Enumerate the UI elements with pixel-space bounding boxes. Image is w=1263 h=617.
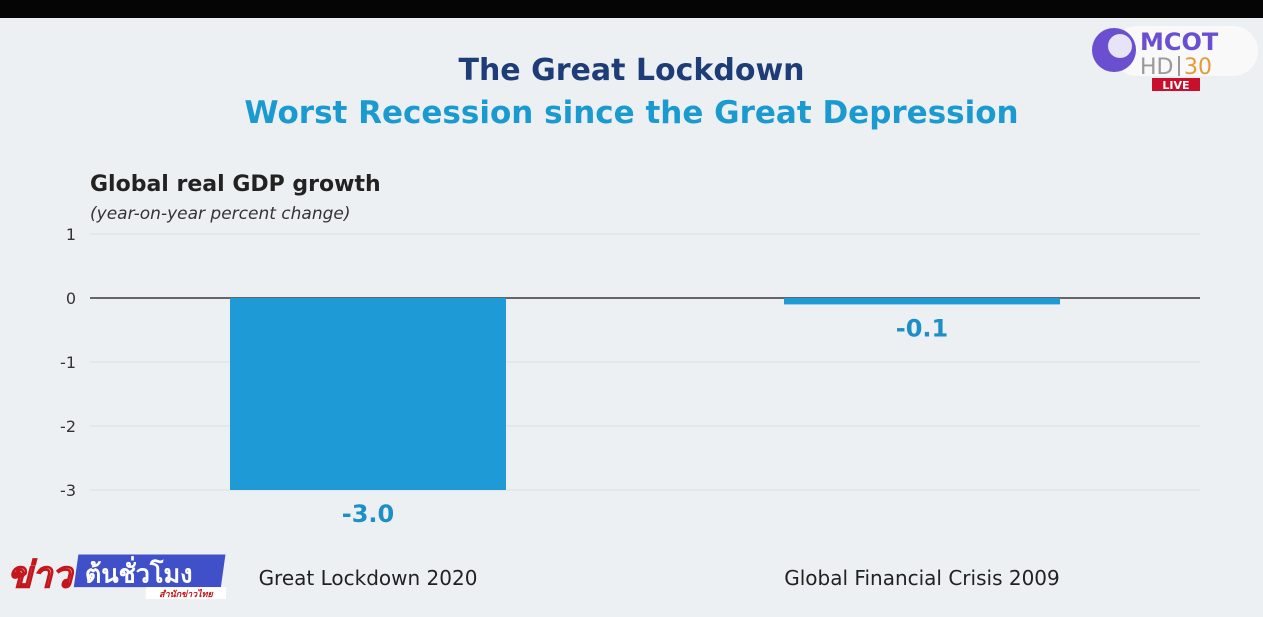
channel-logo-text: MCOT xyxy=(1140,28,1219,56)
data-label: -0.1 xyxy=(896,314,948,342)
x-category-label: Global Financial Crisis 2009 xyxy=(784,566,1060,590)
y-tick-label: -3 xyxy=(60,481,76,500)
x-category-label: Great Lockdown 2020 xyxy=(259,566,478,590)
svg-text:30: 30 xyxy=(1184,55,1212,80)
svg-text:สำนักข่าวไทย: สำนักข่าวไทย xyxy=(159,588,213,600)
y-tick-label: -2 xyxy=(60,417,76,436)
chart-title: The Great Lockdown xyxy=(458,53,805,88)
chart-subtitle: Worst Recession since the Great Depressi… xyxy=(244,95,1019,131)
svg-text:ต้นชั่วโมง: ต้นชั่วโมง xyxy=(85,556,193,589)
mcot-logo: MCOT HD 30 LIVE xyxy=(1092,26,1258,92)
svg-text:HD: HD xyxy=(1140,55,1173,80)
bar xyxy=(230,298,506,490)
svg-text:ข่าว: ข่าว xyxy=(8,555,75,596)
data-label: -3.0 xyxy=(342,500,394,528)
y-tick-label: 1 xyxy=(66,225,76,244)
live-badge: LIVE xyxy=(1162,79,1189,92)
y-tick-label: 0 xyxy=(66,289,76,308)
letterbox-bar xyxy=(0,0,1263,18)
program-logo: ข่าว ต้นชั่วโมง สำนักข่าวไทย xyxy=(7,554,227,600)
y-tick-label: -1 xyxy=(60,353,76,372)
y-axis-note: (year-on-year percent change) xyxy=(90,204,351,224)
y-axis-title: Global real GDP growth xyxy=(90,172,381,197)
bar xyxy=(784,298,1060,305)
